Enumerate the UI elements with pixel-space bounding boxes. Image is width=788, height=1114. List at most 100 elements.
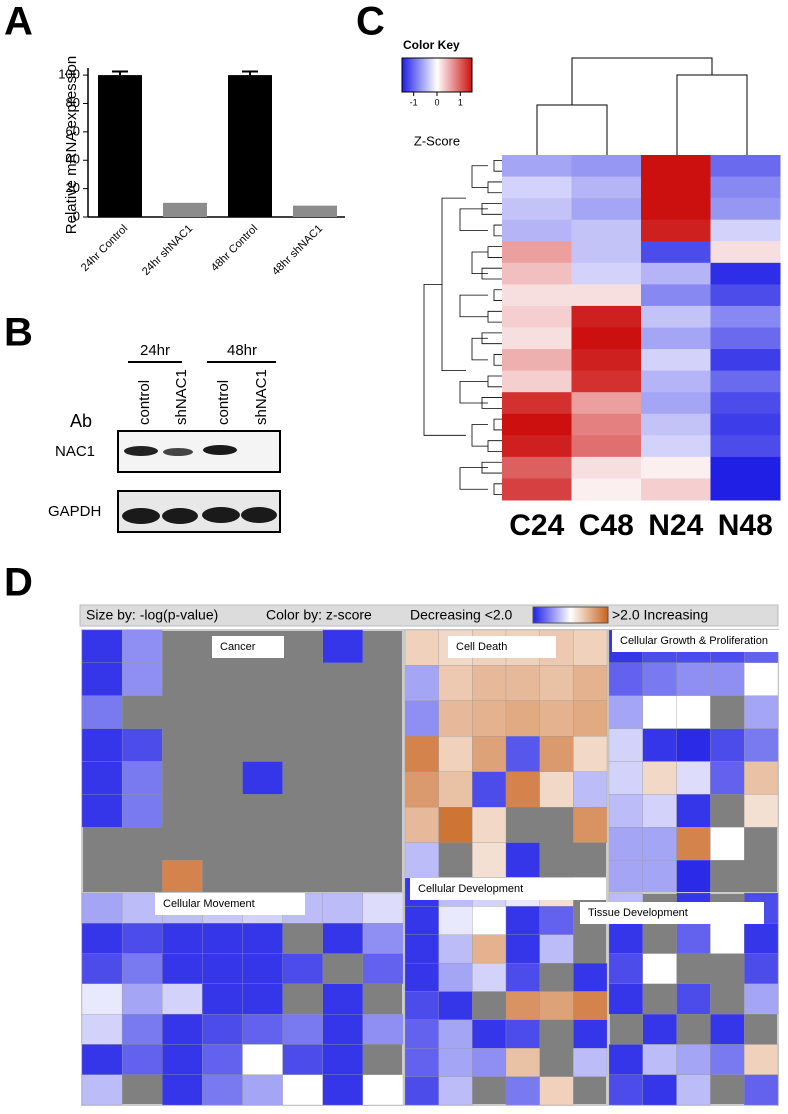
bar xyxy=(293,205,337,217)
treemap-cell xyxy=(438,1048,473,1077)
treemap-cell xyxy=(162,983,203,1015)
treemap-cell xyxy=(438,665,473,702)
treemap-cell xyxy=(710,761,745,795)
treemap-cell xyxy=(121,662,163,696)
heatmap-cell xyxy=(710,370,781,393)
treemap-cell xyxy=(404,665,439,702)
heatmap-cell xyxy=(502,370,572,393)
treemap-cell xyxy=(505,1076,540,1106)
treemap-cell xyxy=(505,700,540,737)
group-label: Tissue Development xyxy=(588,907,688,919)
treemap-cell xyxy=(539,991,574,1021)
treemap-cell xyxy=(404,842,439,879)
treemap-cell xyxy=(121,629,163,664)
bar xyxy=(228,75,272,217)
treemap-cell xyxy=(744,761,779,795)
treemap-cell xyxy=(608,761,643,795)
bar xyxy=(98,75,142,217)
group-label: Cellular Development xyxy=(418,883,523,895)
column-label: N48 xyxy=(718,509,773,542)
treemap-cell xyxy=(472,842,507,879)
treemap-cell xyxy=(202,1044,243,1075)
heatmap-cell xyxy=(502,327,572,350)
heatmap-cell xyxy=(502,392,572,415)
heatmap-cell xyxy=(641,176,711,199)
heatmap-cell xyxy=(710,456,781,479)
treemap-cell xyxy=(438,700,473,737)
heatmap-cell xyxy=(641,219,711,242)
treemap-cell xyxy=(676,695,711,729)
treemap-cell xyxy=(162,859,203,894)
heatmap-cell xyxy=(502,478,572,501)
key-tick-label: 0 xyxy=(434,97,439,107)
error-bar xyxy=(242,70,258,76)
error-bar xyxy=(112,70,128,76)
heatmap-cell xyxy=(710,198,781,221)
treemap-cell xyxy=(438,934,473,964)
treemap-cell xyxy=(162,1013,203,1045)
key-label: Z-Score xyxy=(414,133,460,148)
treemap-cell xyxy=(744,794,779,828)
heatmap-cell xyxy=(710,392,781,415)
treemap-cell xyxy=(676,1074,711,1106)
treemap-cell xyxy=(744,1074,779,1106)
treemap-cell xyxy=(242,1013,283,1045)
treemap-cell xyxy=(744,983,779,1015)
heatmap-cell xyxy=(571,349,642,372)
heatmap-cell xyxy=(571,155,642,178)
treemap-cell xyxy=(404,629,439,666)
treemap-cell xyxy=(642,761,677,795)
treemap-cell xyxy=(642,794,677,828)
size-by: Size by: -log(p-value) xyxy=(86,607,218,623)
treemap-cell xyxy=(282,953,323,985)
treemap-cell xyxy=(162,923,203,954)
treemap-cell xyxy=(573,1048,608,1077)
heatmap-cell xyxy=(710,478,781,501)
legend-low: Decreasing <2.0 xyxy=(410,607,513,623)
treemap-cell xyxy=(438,806,473,843)
treemap-cell xyxy=(322,1044,364,1075)
heatmap-cell xyxy=(571,456,642,479)
treemap-cell xyxy=(404,1076,439,1106)
treemap-cell xyxy=(202,953,243,985)
heatmap-cell xyxy=(710,241,781,264)
treemap-cell xyxy=(162,1044,203,1075)
treemap-cell xyxy=(608,1074,643,1106)
panel-label: A xyxy=(4,0,33,44)
group-label: Cellular Movement xyxy=(163,898,255,910)
treemap-cell xyxy=(81,662,123,696)
heatmap-cell xyxy=(502,262,572,285)
treemap-cell xyxy=(642,728,677,762)
treemap-cell xyxy=(573,700,608,737)
band xyxy=(163,448,193,456)
treemap-cell xyxy=(642,1044,677,1075)
heatmap-cell xyxy=(502,456,572,479)
color-key xyxy=(401,57,473,93)
y-tick-label: 100 xyxy=(58,67,80,82)
treemap-cell xyxy=(322,1074,364,1106)
column-label: C24 xyxy=(509,509,564,542)
panel-label: B xyxy=(4,311,33,355)
treemap-cell xyxy=(81,1044,123,1075)
treemap-cell xyxy=(121,1013,163,1045)
band xyxy=(122,508,160,524)
column-label: C48 xyxy=(579,509,634,542)
heatmap-cell xyxy=(571,198,642,221)
heatmap-cell xyxy=(571,219,642,242)
treemap-cell xyxy=(505,771,540,808)
treemap-cell xyxy=(438,1076,473,1106)
x-tick-label: 48hr Control xyxy=(209,223,260,274)
treemap-cell xyxy=(710,827,745,861)
treemap-cell xyxy=(404,771,439,808)
heatmap-cell xyxy=(571,327,642,350)
treemap-cell xyxy=(404,962,439,992)
treemap-cell xyxy=(710,662,745,696)
heatmap-cell xyxy=(710,262,781,285)
heatmap-cell xyxy=(571,413,642,436)
panel-label: C xyxy=(356,0,385,44)
heatmap-cell xyxy=(571,392,642,415)
key-tick-label: -1 xyxy=(410,97,418,107)
band xyxy=(203,445,237,455)
treemap-cell xyxy=(438,991,473,1021)
treemap-cell xyxy=(608,859,643,894)
